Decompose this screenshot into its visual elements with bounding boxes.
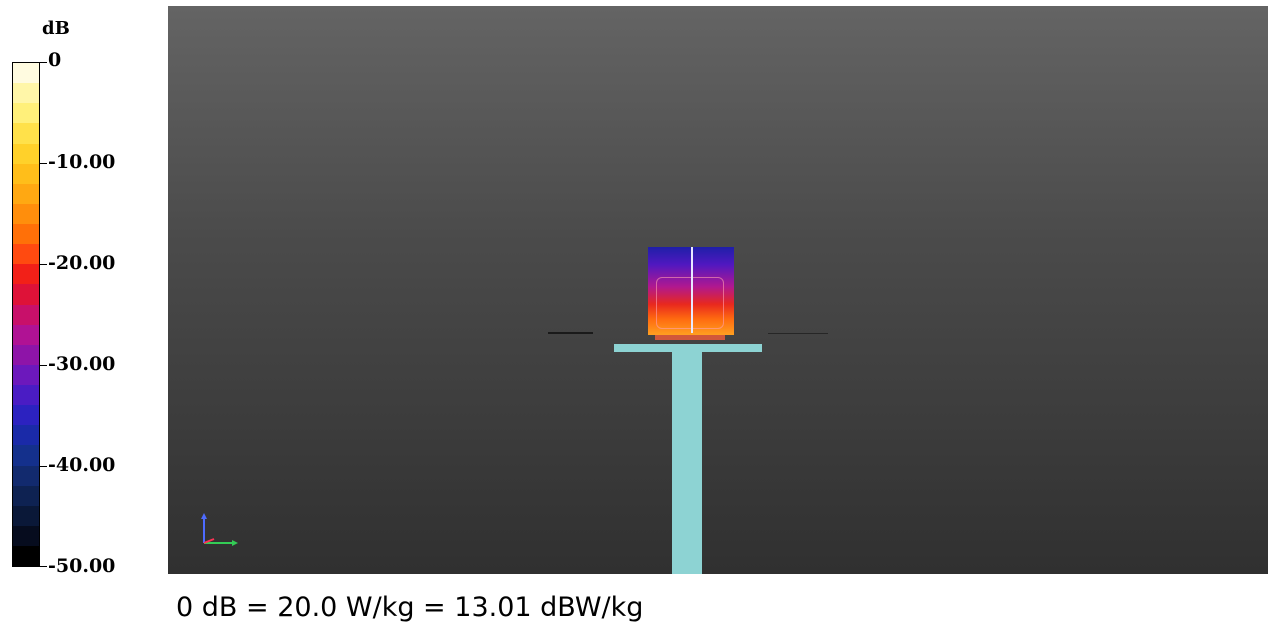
colorbar-segment (13, 465, 39, 486)
colorbar-segment (13, 546, 39, 567)
field-contour (656, 277, 724, 329)
ground-plane-edge (548, 332, 593, 334)
colorbar-segment (13, 244, 39, 265)
colorbar-segment (13, 203, 39, 224)
colorbar-segment (13, 445, 39, 466)
colorbar-segment (13, 143, 39, 164)
color-legend: dB 0 -10.00 -20.00 -30.00 -40.00 -50.00 (0, 0, 168, 590)
legend-tick-mark (40, 264, 47, 265)
colorbar-segment (13, 163, 39, 184)
legend-tick-mark (40, 365, 47, 366)
mounting-post (672, 352, 702, 574)
colorbar-segment (13, 405, 39, 426)
colorbar-segment (13, 304, 39, 325)
legend-tick-label: -10.00 (48, 151, 116, 173)
colorbar-segment (13, 425, 39, 446)
colorbar-segment (13, 103, 39, 124)
legend-tick-mark (40, 163, 47, 164)
legend-tick-label: 0 (48, 49, 62, 71)
colorbar-segment (13, 224, 39, 245)
field-distribution-box (648, 247, 734, 335)
xyz-axes-icon (201, 513, 238, 546)
legend-tick-label: -20.00 (48, 252, 116, 274)
legend-tick-mark (40, 566, 47, 567)
antenna-feed-line (691, 247, 693, 333)
colorbar-segment (13, 83, 39, 104)
colorbar-segment (13, 63, 39, 84)
legend-tick-mark (40, 62, 47, 63)
antenna-base (655, 335, 725, 340)
colorbar-segment (13, 385, 39, 406)
colorbar-segment (13, 525, 39, 546)
3d-viewport[interactable] (168, 6, 1268, 574)
ground-plane-edge (768, 333, 828, 334)
legend-tick-mark (40, 466, 47, 467)
legend-tick-label: -30.00 (48, 353, 116, 375)
mounting-plate (614, 344, 762, 352)
legend-tick-label: -50.00 (48, 555, 116, 577)
colorbar-segment (13, 123, 39, 144)
legend-tick-label: -40.00 (48, 454, 116, 476)
colorbar-segment (13, 485, 39, 506)
colorbar (12, 62, 40, 567)
legend-unit-label: dB (42, 18, 70, 39)
colorbar-segment (13, 284, 39, 305)
colorbar-segment (13, 324, 39, 345)
colorbar-segment (13, 364, 39, 385)
colorbar-segment (13, 264, 39, 285)
colorbar-segment (13, 505, 39, 526)
colorbar-segment (13, 344, 39, 365)
reference-value-text: 0 dB = 20.0 W/kg = 13.01 dBW/kg (176, 592, 644, 623)
colorbar-segment (13, 183, 39, 204)
